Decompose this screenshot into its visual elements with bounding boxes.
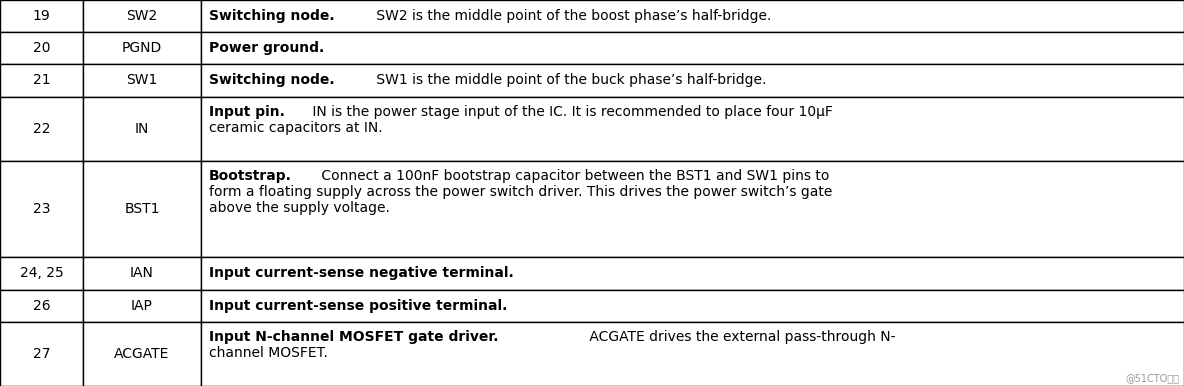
Bar (0, 64, 83, 96)
Bar (0, 0, 83, 32)
Bar (0, 322, 83, 386)
Text: Input current-sense negative terminal.: Input current-sense negative terminal. (210, 266, 514, 280)
Text: 21: 21 (33, 73, 50, 87)
Bar (201, 161, 1184, 257)
Text: BST1: BST1 (124, 202, 160, 216)
Text: ACGATE: ACGATE (115, 347, 169, 361)
Bar (0, 290, 83, 322)
Text: 22: 22 (33, 122, 50, 135)
Bar (201, 322, 1184, 386)
Bar (201, 64, 1184, 96)
Bar (0, 257, 83, 290)
Bar (201, 0, 1184, 32)
Text: Input current-sense positive terminal.: Input current-sense positive terminal. (210, 299, 508, 313)
Text: 26: 26 (33, 299, 50, 313)
Bar (83, 32, 201, 64)
Text: ceramic capacitors at IN.: ceramic capacitors at IN. (210, 120, 382, 134)
Bar (83, 0, 201, 32)
Bar (83, 322, 201, 386)
Text: Connect a 100nF bootstrap capacitor between the BST1 and SW1 pins to: Connect a 100nF bootstrap capacitor betw… (316, 169, 829, 183)
Text: PGND: PGND (122, 41, 162, 55)
Text: 20: 20 (33, 41, 50, 55)
Text: 19: 19 (33, 9, 51, 23)
Text: 24, 25: 24, 25 (20, 266, 64, 280)
Text: Switching node.: Switching node. (210, 73, 335, 87)
Text: 27: 27 (33, 347, 50, 361)
Text: SW2: SW2 (127, 9, 157, 23)
Text: ACGATE drives the external pass-through N-: ACGATE drives the external pass-through … (585, 330, 895, 344)
Bar (201, 290, 1184, 322)
Text: IAP: IAP (131, 299, 153, 313)
Bar (0, 32, 83, 64)
Text: SW1 is the middle point of the buck phase’s half-bridge.: SW1 is the middle point of the buck phas… (372, 73, 766, 87)
Text: 23: 23 (33, 202, 50, 216)
Bar (83, 257, 201, 290)
Text: IN is the power stage input of the IC. It is recommended to place four 10μF: IN is the power stage input of the IC. I… (308, 105, 832, 119)
Bar (0, 96, 83, 161)
Text: SW2 is the middle point of the boost phase’s half-bridge.: SW2 is the middle point of the boost pha… (372, 9, 772, 23)
Text: IN: IN (135, 122, 149, 135)
Text: form a floating supply across the power switch driver. This drives the power swi: form a floating supply across the power … (210, 185, 832, 199)
Text: Power ground.: Power ground. (210, 41, 324, 55)
Text: Input pin.: Input pin. (210, 105, 285, 119)
Bar (201, 257, 1184, 290)
Bar (83, 64, 201, 96)
Bar (83, 290, 201, 322)
Text: SW1: SW1 (127, 73, 157, 87)
Bar (0, 161, 83, 257)
Text: Input N-channel MOSFET gate driver.: Input N-channel MOSFET gate driver. (210, 330, 498, 344)
Text: Switching node.: Switching node. (210, 9, 335, 23)
Text: @51CTO博客: @51CTO博客 (1125, 373, 1179, 383)
Text: channel MOSFET.: channel MOSFET. (210, 346, 328, 360)
Bar (201, 96, 1184, 161)
Text: IAN: IAN (130, 266, 154, 280)
Text: Bootstrap.: Bootstrap. (210, 169, 292, 183)
Text: above the supply voltage.: above the supply voltage. (210, 201, 390, 215)
Bar (83, 96, 201, 161)
Bar (83, 161, 201, 257)
Bar (201, 32, 1184, 64)
